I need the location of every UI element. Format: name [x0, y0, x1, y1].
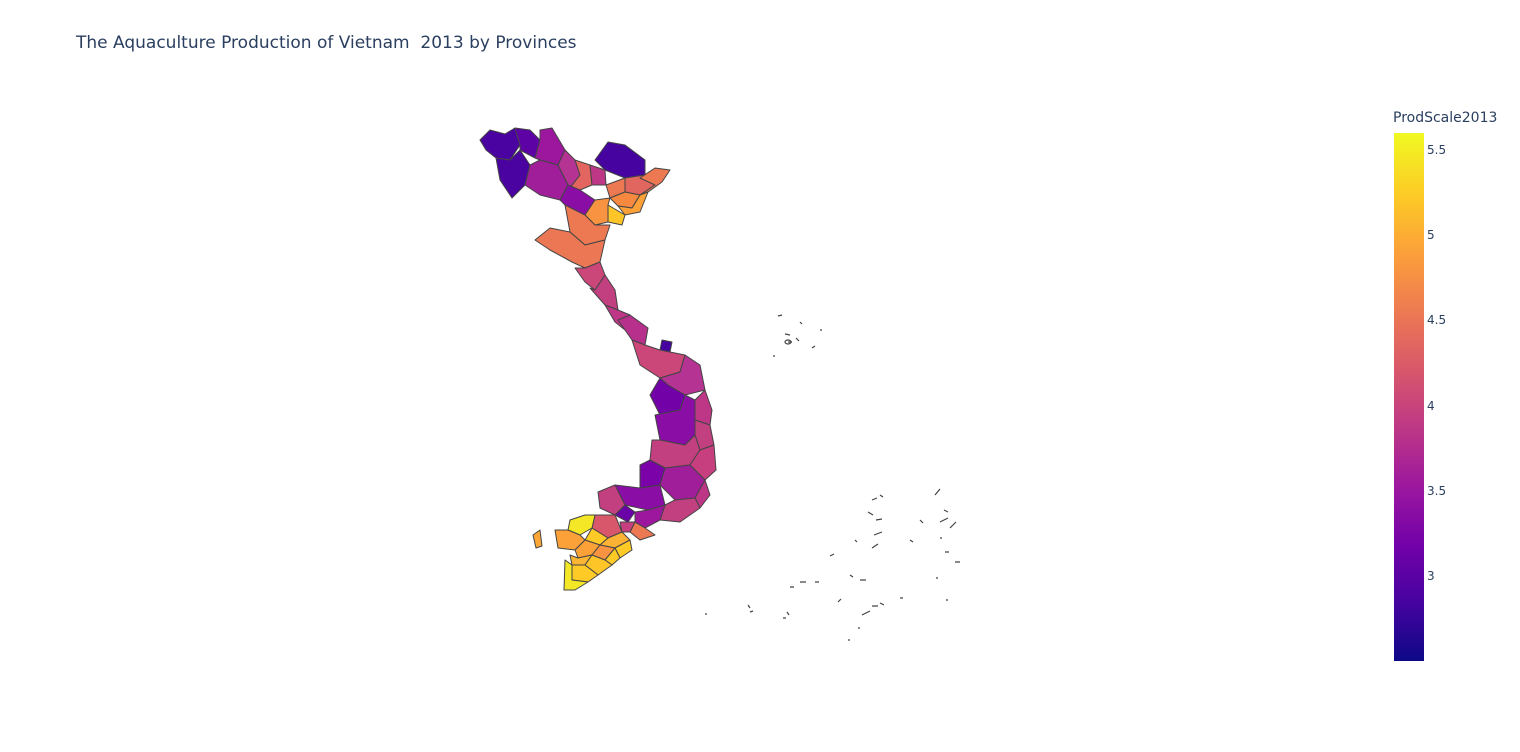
province-binh-thuan[interactable]: [659, 497, 701, 523]
colorbar: [1394, 133, 1424, 661]
paracel-islands: [773, 314, 822, 357]
colorbar-tick-label: 4: [1427, 398, 1435, 413]
colorbar-title: ProdScale2013: [1393, 110, 1498, 126]
province-quang-ninh[interactable]: [639, 167, 671, 196]
colorbar-tick-label: 5.5: [1427, 143, 1447, 158]
spratly-islands: [705, 488, 960, 641]
province-lai-chau[interactable]: [479, 127, 521, 161]
province-ca-mau[interactable]: [563, 559, 589, 591]
colorbar-tick-label: 4.5: [1427, 313, 1447, 328]
province-binh-dinh[interactable]: [694, 389, 713, 426]
province-cao-bang[interactable]: [594, 141, 646, 179]
island-phu-quoc[interactable]: [532, 529, 543, 549]
colorbar-tick-label: 5: [1427, 228, 1435, 243]
colorbar-tick-label: 3.5: [1427, 483, 1447, 498]
colorbar-tick-label: 3: [1427, 568, 1435, 583]
province-quang-nam[interactable]: [631, 339, 686, 379]
province-hue[interactable]: [617, 314, 649, 346]
chart-title: The Aquaculture Production of Vietnam 20…: [76, 33, 577, 53]
province-nghe-an[interactable]: [534, 227, 606, 269]
